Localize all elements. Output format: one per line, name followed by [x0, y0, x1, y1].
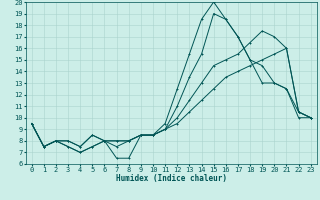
- X-axis label: Humidex (Indice chaleur): Humidex (Indice chaleur): [116, 174, 227, 183]
